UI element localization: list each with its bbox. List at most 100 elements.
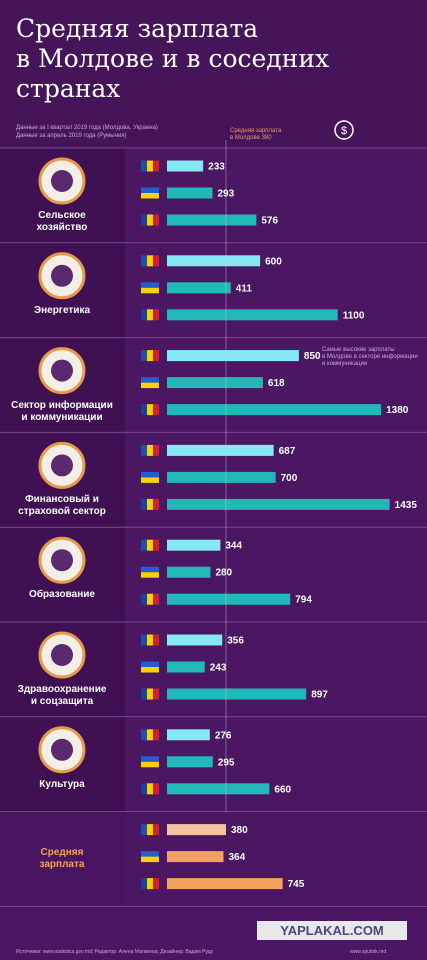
sector-icon-inner: [51, 454, 73, 477]
dollar-sign: $: [341, 125, 347, 137]
value-label: 794: [295, 595, 312, 606]
value-label: 356: [227, 636, 244, 647]
value-label: 280: [215, 568, 232, 579]
flag: [141, 761, 159, 768]
subtitle: Данные за апрель 2019 года (Румыния): [16, 133, 127, 139]
category-label: Сельское хозяйство: [36, 210, 88, 233]
bar: [167, 878, 283, 890]
value-label: 687: [279, 446, 296, 457]
sector-icon-inner: [51, 170, 73, 192]
flag: [153, 593, 159, 605]
flag: [141, 851, 159, 857]
flag: [147, 539, 153, 551]
flag: [141, 498, 147, 510]
watermark-box: [257, 921, 407, 940]
sector-icon-inner: [51, 644, 73, 666]
dollar-icon: [334, 120, 354, 140]
flag: [141, 572, 159, 578]
bar: [167, 255, 261, 267]
flag: [141, 377, 159, 383]
bar: [167, 756, 213, 768]
icon-column: [0, 811, 125, 907]
flag: [147, 783, 153, 795]
bar: [167, 282, 231, 294]
flag: [141, 404, 147, 416]
watermark: YAPLAKAL.COM: [280, 923, 384, 938]
value-label: 1380: [386, 405, 409, 416]
flag: [153, 688, 159, 700]
sector-icon-inner: [51, 549, 73, 572]
sector-icon-inner: [51, 264, 73, 287]
flag: [147, 593, 153, 605]
flag: [153, 729, 159, 741]
bar: [167, 634, 223, 646]
flag: [141, 471, 159, 478]
flag: [147, 309, 153, 321]
bar: [167, 404, 382, 416]
annotation: Самые высокие зарплаты в Молдове в секто…: [322, 347, 418, 367]
flag: [141, 255, 147, 267]
bar: [167, 661, 205, 673]
bar: [167, 593, 291, 605]
value-label: 745: [288, 879, 305, 890]
footer-site: www.sputnik.md: [350, 949, 387, 955]
value-label: 850: [304, 351, 321, 362]
bar: [167, 187, 213, 199]
value-label: 700: [281, 473, 298, 484]
flag: [153, 309, 159, 321]
flag: [141, 566, 159, 573]
category-label: Образование: [29, 589, 95, 601]
bar: [167, 539, 221, 551]
bar: [167, 729, 210, 741]
flag: [141, 661, 159, 667]
footer: Источники: www.statistica.gov.md; Редакт…: [16, 949, 214, 955]
flag: [141, 729, 147, 741]
value-label: 295: [218, 757, 235, 768]
flag: [153, 444, 159, 456]
value-label: 276: [215, 730, 232, 741]
flag: [147, 214, 153, 226]
category-label: Здравоохранение и соцзащита: [17, 684, 107, 707]
bar: [167, 851, 224, 863]
flag: [153, 255, 159, 267]
bar: [167, 214, 257, 226]
bar: [167, 498, 390, 510]
flag: [141, 214, 147, 226]
bar: [167, 350, 299, 362]
value-label: 411: [236, 283, 253, 294]
bar: [167, 309, 338, 321]
bar: [167, 160, 204, 172]
flag: [141, 824, 147, 836]
flag: [141, 382, 159, 389]
flag: [141, 878, 147, 890]
flag: [153, 783, 159, 795]
category-label: Финансовый и страховой сектор: [18, 494, 106, 518]
value-label: 1435: [395, 500, 418, 511]
value-label: 897: [311, 690, 328, 701]
value-label: 660: [274, 784, 291, 795]
flag: [147, 498, 153, 510]
bar: [167, 471, 276, 483]
flag: [141, 756, 159, 762]
value-label: 380: [231, 825, 248, 836]
bar: [167, 377, 263, 389]
flag: [153, 350, 159, 362]
flag: [141, 187, 159, 193]
flag: [141, 783, 147, 795]
flag: [141, 444, 147, 456]
bar: [167, 824, 226, 836]
value-label: 576: [261, 216, 278, 227]
flag: [141, 688, 147, 700]
bar: [167, 688, 307, 700]
sector-icon-inner: [51, 738, 73, 761]
flag: [147, 688, 153, 700]
value-label: 600: [265, 256, 282, 267]
flag: [141, 193, 159, 199]
flag: [153, 634, 159, 646]
flag: [153, 539, 159, 551]
reference-label: Средняя зарплата в Молдове 380: [230, 128, 282, 141]
flag: [141, 350, 147, 362]
bar: [167, 783, 270, 795]
flag: [147, 350, 153, 362]
